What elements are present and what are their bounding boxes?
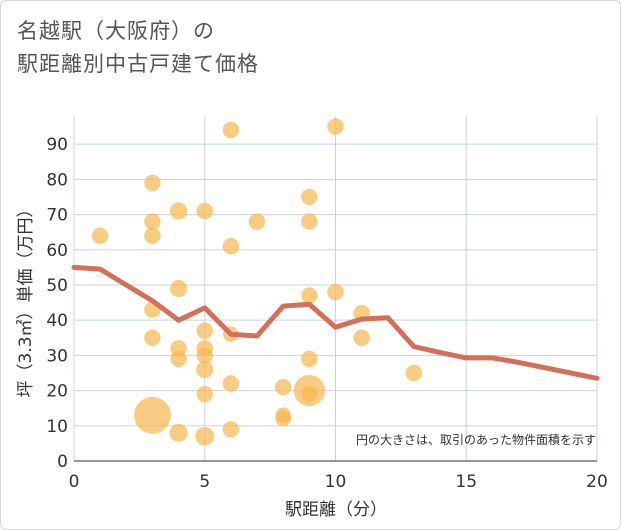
data-bubble [327,283,344,301]
data-bubble [196,385,213,403]
data-bubble [195,426,215,446]
data-bubble [275,410,292,427]
x-tick-labels: 0 5 10 15 20 [69,472,608,492]
data-bubble [405,364,423,382]
average-price-line [71,264,600,381]
chart-title-line-2: 駅距離別中古戸建て価格 [17,52,259,76]
grid-lines [73,116,598,462]
y-tick-label: 90 [46,135,68,155]
data-bubble [222,121,240,139]
data-bubble [144,227,161,244]
data-bubble [169,279,188,298]
data-bubble [196,347,213,364]
y-tick-label: 70 [46,206,68,226]
x-tick-label: 0 [69,472,80,492]
y-tick-label: 80 [46,170,68,190]
x-axis-label: 駅距離（分） [285,500,387,520]
data-bubble [222,375,240,392]
x-tick-label: 15 [455,472,477,492]
data-bubble [169,202,188,220]
data-bubble [196,202,213,220]
average-line-series [71,264,600,381]
data-bubble [327,118,344,135]
x-tick-label: 5 [199,472,210,492]
y-tick-label: 10 [46,417,68,437]
data-bubble [301,287,318,304]
data-bubble [248,213,266,230]
bubble-series [91,118,423,446]
data-bubble [353,329,370,347]
data-bubble [91,227,109,244]
data-bubble [170,350,187,368]
data-bubble [301,350,318,368]
y-tick-label: 30 [46,346,68,366]
chart-title-line-1: 名越駅（大阪府）の [17,19,215,43]
data-bubble [134,396,171,434]
data-bubble [274,378,292,396]
chart-title: 名越駅（大阪府）の 駅距離別中古戸建て価格 [17,15,259,81]
size-legend-note: 円の大きさは、取引のあった物件面積を示す [356,432,596,447]
data-bubble [196,322,213,339]
data-bubble [222,238,240,255]
data-bubble [301,188,318,206]
y-tick-label: 20 [46,382,68,402]
data-bubble [144,213,161,230]
data-bubble [169,423,188,442]
data-bubble [222,421,240,438]
data-bubble [144,329,161,347]
x-tick-label: 10 [325,472,347,492]
data-bubble [196,360,214,379]
data-bubble [301,213,318,230]
y-tick-label: 60 [46,241,68,261]
y-tick-label: 40 [46,311,68,331]
x-tick-label: 20 [586,472,608,492]
y-tick-labels: 0 10 20 30 40 50 60 70 80 90 [46,135,68,472]
y-tick-label: 50 [46,276,68,296]
y-axis-label: 坪（3.3㎡）単価（万円） [16,200,36,397]
data-bubble [144,174,161,192]
data-bubble [301,386,318,402]
y-tick-label: 0 [57,452,68,472]
